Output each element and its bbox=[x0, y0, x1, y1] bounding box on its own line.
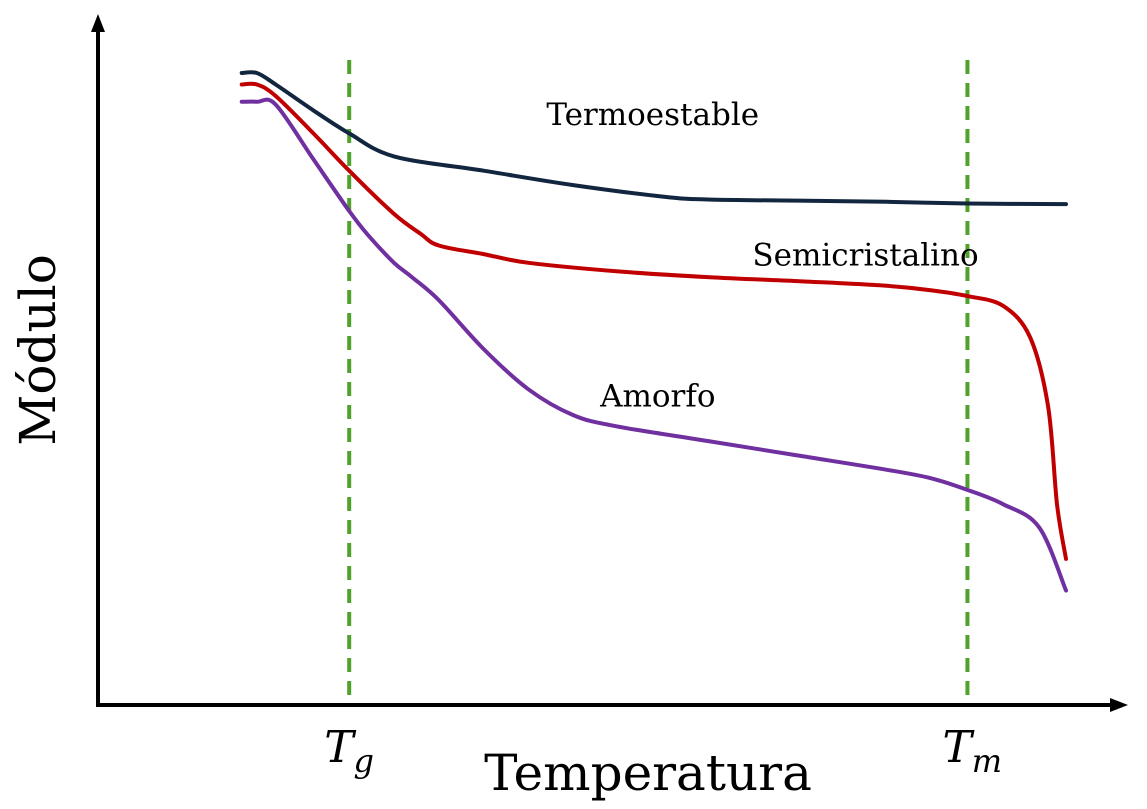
y-axis-arrow bbox=[91, 14, 105, 32]
series-group bbox=[239, 70, 1068, 593]
tick-label-subscript: g bbox=[354, 742, 374, 780]
tick-label-main: T bbox=[942, 722, 975, 773]
x-axis-arrow bbox=[1110, 698, 1128, 712]
reference-tick-labels: Tg Tm bbox=[324, 722, 1002, 780]
series-label-amorfo: Amorfo bbox=[599, 379, 715, 415]
series-label-termoestable: Termoestable bbox=[546, 97, 759, 133]
x-axis-title: Temperatura bbox=[484, 744, 812, 802]
reference-lines bbox=[347, 60, 970, 705]
reference-tick-label-tm: Tm bbox=[942, 722, 1002, 780]
tick-label-subscript: m bbox=[972, 742, 1002, 780]
series-line-semicristalino bbox=[239, 81, 1068, 561]
y-axis-title: Módulo bbox=[9, 254, 67, 446]
series-labels: Termoestable Semicristalino Amorfo bbox=[546, 97, 978, 415]
series-line-amorfo bbox=[239, 97, 1068, 593]
series-line-termoestable bbox=[239, 70, 1068, 207]
reference-tick-label-tg: Tg bbox=[324, 722, 374, 780]
tick-label-main: T bbox=[324, 722, 357, 773]
series-label-semicristalino: Semicristalino bbox=[752, 238, 978, 274]
